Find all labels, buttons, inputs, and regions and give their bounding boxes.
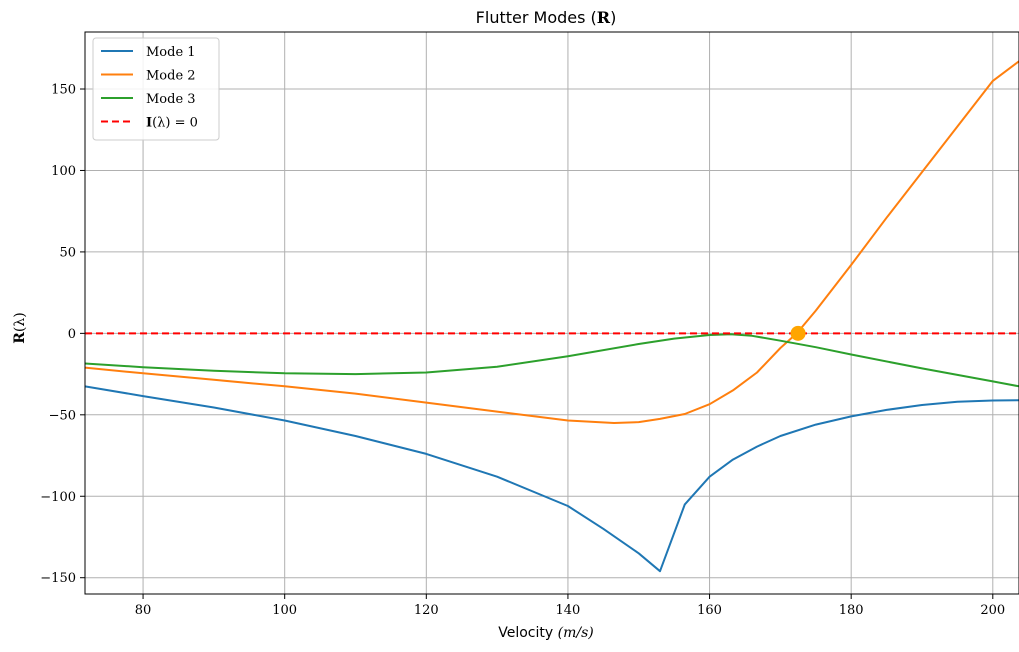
x-tick-label: 200 (980, 603, 1005, 618)
markers (790, 325, 806, 341)
x-axis-label-unit: (m/s) (558, 625, 594, 641)
chart-title-close: ) (610, 8, 616, 27)
x-ticks: 80 100 120 140 160 180 200 (135, 594, 1005, 618)
legend-label: I(λ) = 0 (146, 116, 198, 131)
x-axis-label: Velocity (m/s) (498, 625, 593, 641)
x-axis-label-text: Velocity (498, 625, 557, 641)
legend-label: Mode 2 (146, 69, 196, 84)
x-tick-label: 100 (272, 603, 297, 618)
x-tick-label: 160 (697, 603, 722, 618)
legend-label: Mode 3 (146, 92, 196, 107)
x-tick-label: 140 (556, 603, 581, 618)
chart-title-symbol: R (597, 8, 611, 27)
chart-title: Flutter Modes (R) (476, 8, 617, 27)
plot-frame (84, 31, 1019, 595)
flutter-point-marker (790, 325, 806, 341)
x-tick-label: 120 (414, 603, 439, 618)
y-tick-label: 100 (51, 164, 76, 179)
x-tick-label: 180 (839, 603, 864, 618)
y-tick-label: −150 (40, 571, 76, 586)
y-axis-label-symbol: R (12, 332, 28, 344)
series-lines (85, 60, 1019, 573)
y-tick-label: 50 (59, 245, 76, 260)
y-tick-label: 0 (68, 327, 76, 342)
chart-title-text: Flutter Modes ( (476, 8, 597, 27)
series-line-3 (85, 333, 1019, 388)
y-axis-label-arg: (λ) (12, 312, 28, 332)
y-axis-label: R(λ) (12, 312, 28, 343)
y-tick-label: 150 (51, 83, 76, 98)
series-line-2 (85, 60, 1019, 424)
legend-box (92, 37, 220, 141)
legend: Mode 1 Mode 2 Mode 3 I(λ) = 0 (92, 37, 220, 141)
y-ticks: −150 −100 −50 0 50 100 150 (40, 83, 85, 586)
y-tick-label: −50 (49, 408, 76, 423)
y-tick-label: −100 (40, 490, 76, 505)
legend-label: Mode 1 (146, 45, 196, 60)
series-line-1 (85, 385, 1019, 573)
x-tick-label: 80 (135, 603, 152, 618)
